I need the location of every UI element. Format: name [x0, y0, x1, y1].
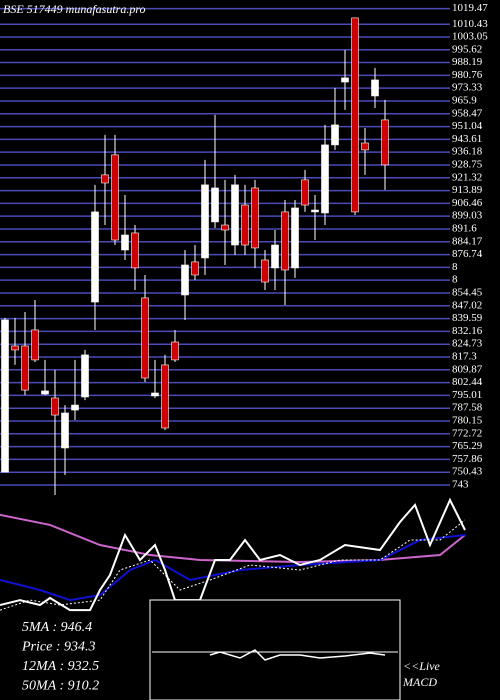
- y-tick-label: 965.9: [452, 94, 477, 106]
- y-tick-label: 832.16: [452, 325, 483, 337]
- y-tick-label: 973.33: [452, 82, 483, 94]
- indicator-line: [0, 519, 466, 611]
- y-tick-label: 802.44: [452, 376, 483, 388]
- candle-body: [351, 17, 359, 213]
- candle-body: [381, 119, 389, 166]
- y-tick-label: 750.43: [452, 466, 483, 478]
- candle-body: [151, 392, 159, 397]
- indicator-label: 50MA : 910.2: [22, 679, 99, 694]
- candle-body: [201, 184, 209, 259]
- y-tick-label: 876.74: [452, 248, 483, 260]
- y-tick-label: 906.46: [452, 197, 483, 209]
- candle-body: [111, 154, 119, 241]
- y-tick-label: 772.72: [452, 427, 482, 439]
- candle-body: [161, 364, 169, 429]
- indicator-line: [0, 534, 466, 602]
- candle-body: [251, 187, 259, 249]
- candle-body: [31, 329, 39, 361]
- candle-body: [331, 124, 339, 146]
- candle-body: [61, 412, 69, 449]
- y-tick-label: 8: [452, 261, 458, 273]
- macd-line: [209, 649, 386, 661]
- y-tick-label: 1010.43: [452, 18, 488, 30]
- y-tick-label: 795.01: [452, 389, 482, 401]
- candle-body: [271, 244, 279, 269]
- y-tick-label: 847.02: [452, 299, 482, 311]
- macd-box: [149, 599, 401, 700]
- candle-body: [301, 179, 309, 206]
- indicator-line: [0, 513, 466, 564]
- y-tick-label: 817.3: [452, 351, 477, 363]
- y-tick-label: 743: [452, 479, 469, 491]
- candle-body: [311, 209, 319, 213]
- y-tick-label: 765.29: [452, 440, 483, 452]
- y-tick-label: 943.61: [452, 133, 482, 145]
- y-tick-label: 839.59: [452, 312, 483, 324]
- candle-body: [21, 345, 29, 391]
- y-tick-label: 780.15: [452, 415, 483, 427]
- candle-body: [221, 224, 229, 231]
- candle-body: [11, 345, 19, 351]
- y-tick-label: 809.87: [452, 363, 483, 375]
- candle-body: [371, 79, 379, 97]
- candle-body: [121, 234, 129, 251]
- candle-body: [131, 232, 139, 269]
- y-tick-label: 995.62: [452, 43, 482, 55]
- candle-body: [171, 341, 179, 361]
- candle-body: [281, 211, 289, 271]
- y-tick-label: 921.32: [452, 171, 482, 183]
- candle-body: [211, 187, 219, 223]
- y-tick-label: 988.19: [452, 56, 483, 68]
- candle-body: [341, 77, 349, 83]
- candle-body: [41, 390, 49, 395]
- y-tick-label: 854.45: [452, 287, 483, 299]
- y-tick-label: 8: [452, 274, 458, 286]
- candle-body: [71, 404, 79, 411]
- indicator-label: 12MA : 932.5: [22, 659, 99, 674]
- y-tick-label: 899.03: [452, 210, 483, 222]
- candle-body: [191, 261, 199, 276]
- candle-body: [101, 174, 109, 184]
- candle-body: [181, 264, 189, 296]
- y-tick-label: 884.17: [452, 235, 483, 247]
- y-tick-label: 757.86: [452, 453, 483, 465]
- y-tick-label: 958.47: [452, 107, 483, 119]
- candle-body: [51, 397, 59, 416]
- candle-body: [81, 354, 89, 398]
- candle-body: [1, 319, 9, 473]
- candle-body: [321, 144, 329, 214]
- y-tick-label: 951.04: [452, 120, 483, 132]
- candle-body: [261, 259, 269, 283]
- y-tick-label: 980.76: [452, 69, 483, 81]
- candle-body: [361, 142, 369, 151]
- macd-label: <<Live: [403, 659, 441, 673]
- candle-body: [91, 211, 99, 303]
- y-tick-label: 891.6: [452, 223, 477, 235]
- candle-body: [141, 297, 149, 379]
- y-tick-label: 936.18: [452, 146, 483, 158]
- y-tick-label: 928.75: [452, 159, 483, 171]
- y-tick-label: 1019.47: [452, 2, 488, 14]
- chart-title: BSE 517449 munafasutra.pro: [3, 2, 146, 16]
- candle-body: [291, 207, 299, 269]
- y-tick-label: 787.58: [452, 402, 483, 414]
- macd-label: MACD: [402, 675, 437, 689]
- indicator-label: Price : 934.3: [21, 640, 95, 655]
- y-tick-label: 1003.05: [452, 30, 488, 42]
- y-tick-label: 913.89: [452, 184, 483, 196]
- candle-body: [231, 184, 239, 246]
- y-tick-label: 824.73: [452, 338, 483, 350]
- candle-body: [241, 204, 249, 246]
- indicator-label: 5MA : 946.4: [22, 620, 92, 635]
- indicator-line: [0, 497, 466, 612]
